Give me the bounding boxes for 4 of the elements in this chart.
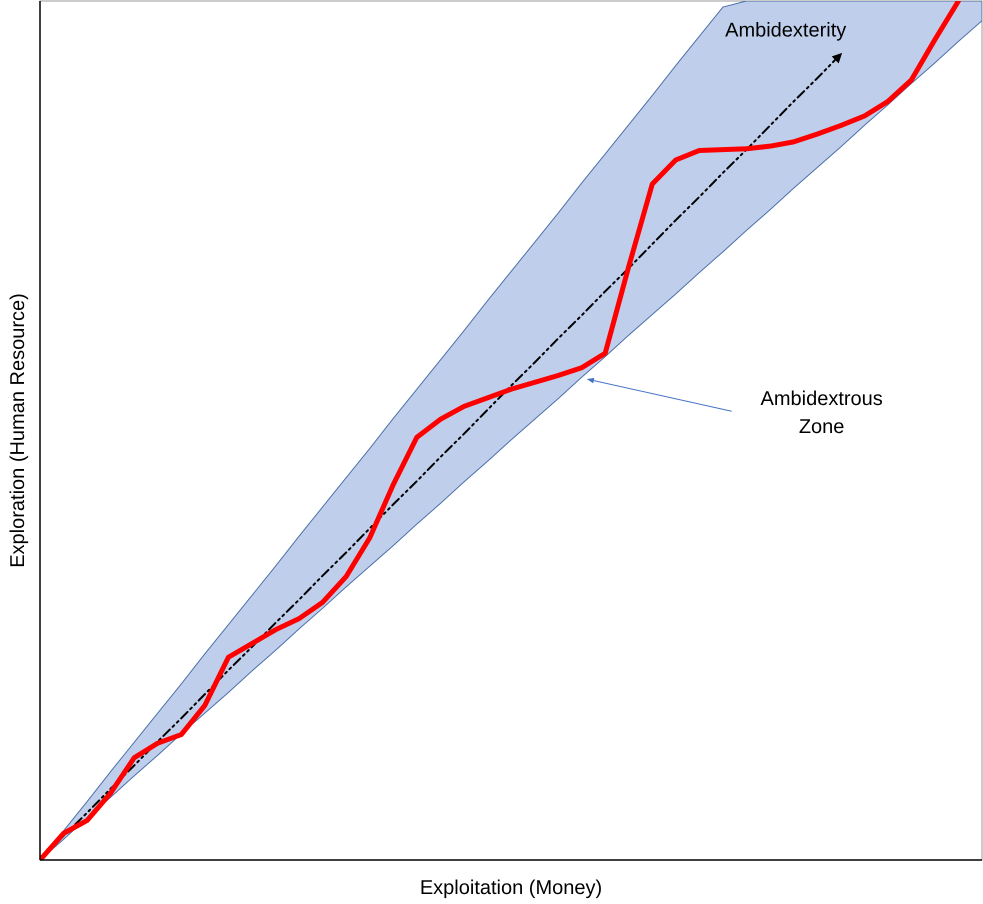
annotation: Ambidexterity bbox=[725, 19, 846, 42]
annotation: Ambidextrous Zone bbox=[760, 388, 883, 438]
x-axis-title: Exploitation (Money) bbox=[420, 877, 602, 899]
y-axis-title: Exploration (Human Resource) bbox=[7, 293, 29, 568]
